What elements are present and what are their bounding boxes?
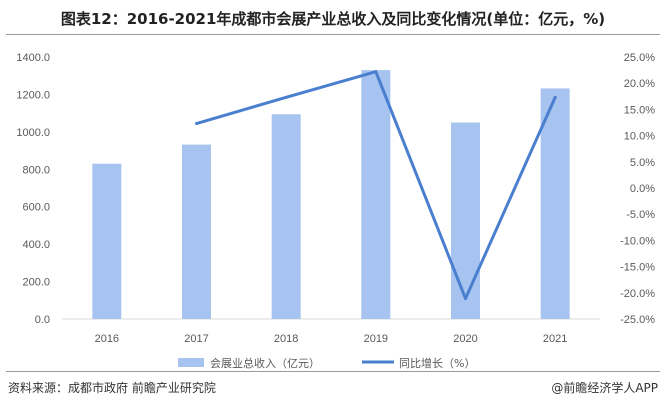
y-left-tick-label: 1000.0 [16, 127, 50, 139]
brand-label: @前瞻经济学人APP [551, 381, 658, 395]
growth-point [284, 95, 288, 99]
y-right-tick-label: 0.0% [630, 183, 655, 195]
x-tick-label: 2021 [543, 333, 567, 345]
y-right-tick-label: -5.0% [626, 209, 655, 221]
y-left-tick-label: 1200.0 [16, 89, 50, 101]
y-left-tick-label: 1400.0 [16, 52, 50, 64]
x-tick-label: 2016 [95, 333, 119, 345]
bar [271, 114, 301, 319]
footer-divider [6, 371, 660, 372]
y-right-tick-label: -25.0% [620, 314, 655, 326]
source-note: 资料来源：成都市政府 前瞻产业研究院 [8, 381, 216, 395]
title-divider [6, 34, 660, 35]
growth-point [553, 95, 557, 99]
chart-title: 图表12：2016-2021年成都市会展产业总收入及同比变化情况(单位：亿元，%… [60, 10, 606, 28]
x-tick-label: 2020 [453, 333, 477, 345]
y-right-tick-label: -20.0% [620, 288, 655, 300]
growth-point [195, 122, 198, 126]
growth-point [374, 70, 378, 74]
legend-label-bar: 会展业总收入（亿元） [210, 356, 320, 370]
y-right-tick-label: 20.0% [624, 78, 655, 90]
y-left-tick-label: 400.0 [22, 239, 50, 251]
bar [92, 163, 122, 319]
x-tick-label: 2018 [274, 333, 298, 345]
x-tick-label: 2019 [364, 333, 388, 345]
bar [361, 70, 391, 319]
y-right-tick-label: 5.0% [630, 157, 655, 169]
y-right-tick-label: 15.0% [624, 104, 655, 116]
bar [540, 88, 570, 319]
y-left-tick-label: 800.0 [22, 164, 50, 176]
legend-swatch-bar [178, 358, 204, 367]
y-left-tick-label: 0.0 [35, 314, 50, 326]
bar [182, 144, 211, 319]
y-right-tick-label: -15.0% [620, 262, 655, 274]
y-right-tick-label: 10.0% [624, 131, 655, 143]
y-right-tick-label: 25.0% [624, 52, 655, 64]
bar [451, 122, 480, 319]
x-tick-label: 2017 [184, 333, 208, 345]
y-left-tick-label: 200.0 [22, 277, 50, 289]
y-left-tick-label: 600.0 [22, 202, 50, 214]
y-right-tick-label: -10.0% [620, 235, 655, 247]
legend-label-line: 同比增长（%） [399, 356, 475, 370]
growth-point [464, 297, 467, 301]
